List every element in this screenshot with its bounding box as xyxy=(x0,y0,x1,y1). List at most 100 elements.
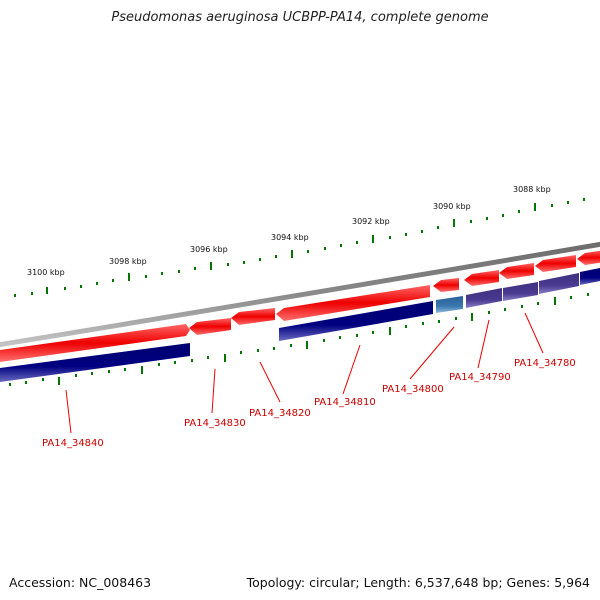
tick-mark xyxy=(161,272,163,275)
leader-line xyxy=(65,389,72,434)
gene-arrow-forward[interactable] xyxy=(464,270,499,286)
gene-bar-reverse[interactable] xyxy=(0,343,190,382)
tick-mark xyxy=(567,201,569,204)
leader-line xyxy=(409,326,455,380)
gene-label[interactable]: PA14_34810 xyxy=(314,397,376,408)
tick-mark xyxy=(290,344,292,347)
kbp-label: 3094 kbp xyxy=(271,233,309,242)
gene-arrow-forward[interactable] xyxy=(276,285,430,321)
tick-mark xyxy=(58,377,60,385)
tick-mark xyxy=(108,370,110,373)
tick-mark xyxy=(422,322,424,325)
tick-mark xyxy=(502,214,504,217)
tick-mark xyxy=(25,381,27,384)
tick-mark xyxy=(273,347,275,350)
tick-mark xyxy=(486,217,488,220)
genome-backbone xyxy=(0,241,600,348)
tick-mark xyxy=(389,327,391,335)
tick-mark xyxy=(323,339,325,342)
tick-mark xyxy=(240,351,242,354)
tick-mark xyxy=(75,374,77,377)
reverse-strand xyxy=(0,267,600,382)
gene-label[interactable]: PA14_34800 xyxy=(382,384,444,395)
tick-mark xyxy=(128,273,130,281)
tick-mark xyxy=(80,285,82,288)
tick-mark xyxy=(438,320,440,323)
tick-mark xyxy=(504,308,506,311)
tick-mark xyxy=(455,317,457,320)
gene-label[interactable]: PA14_34830 xyxy=(184,418,246,429)
tick-mark xyxy=(227,263,229,266)
tick-mark xyxy=(372,235,374,243)
tick-mark xyxy=(534,203,536,211)
tick-mark xyxy=(275,255,277,258)
tick-mark xyxy=(96,282,98,285)
tick-mark xyxy=(91,372,93,375)
tick-mark xyxy=(124,368,126,371)
gene-label[interactable]: PA14_34840 xyxy=(42,438,104,449)
kbp-label: 3092 kbp xyxy=(352,217,390,226)
tick-mark xyxy=(453,219,455,227)
gene-bar-reverse[interactable] xyxy=(466,288,502,308)
tick-mark xyxy=(191,359,193,362)
leader-line xyxy=(211,368,216,414)
leader-lines xyxy=(65,312,544,434)
tick-mark xyxy=(141,366,143,374)
gene-arrow-forward[interactable] xyxy=(231,308,275,325)
gene-arrow-forward[interactable] xyxy=(577,250,600,265)
tick-mark xyxy=(243,261,245,264)
tick-mark xyxy=(174,361,176,364)
tick-mark xyxy=(437,226,439,229)
tick-mark xyxy=(14,294,16,297)
tick-mark xyxy=(356,334,358,337)
tick-mark xyxy=(537,302,539,305)
gene-bar-reverse[interactable] xyxy=(580,267,600,285)
tick-mark xyxy=(583,198,585,201)
tick-mark xyxy=(372,331,374,334)
tick-mark xyxy=(259,258,261,261)
tick-mark xyxy=(356,241,358,244)
kbp-label: 3090 kbp xyxy=(433,202,471,211)
leader-line xyxy=(524,312,544,354)
scale-labels: 3100 kbp 3098 kbp 3096 kbp 3094 kbp 3092… xyxy=(27,185,551,277)
tick-mark xyxy=(112,279,114,282)
tick-mark xyxy=(488,311,490,314)
tick-mark xyxy=(551,204,553,207)
gene-arrow-forward[interactable] xyxy=(189,318,231,335)
tick-mark xyxy=(207,356,209,359)
gene-bar-reverse[interactable] xyxy=(436,296,463,313)
kbp-label: 3096 kbp xyxy=(190,245,228,254)
kbp-label: 3098 kbp xyxy=(109,257,147,266)
gene-arrow-forward[interactable] xyxy=(433,278,459,292)
tick-mark xyxy=(257,349,259,352)
tick-mark xyxy=(389,236,391,239)
accession-text: Accession: NC_008463 xyxy=(9,575,152,590)
tick-mark xyxy=(224,354,226,362)
tick-mark xyxy=(471,313,473,321)
tick-mark xyxy=(554,297,556,305)
gene-arrow-forward[interactable] xyxy=(0,324,190,362)
gene-arrow-forward[interactable] xyxy=(535,255,576,272)
gene-bar-reverse[interactable] xyxy=(503,282,538,301)
leader-line xyxy=(259,361,281,403)
tick-mark xyxy=(518,210,520,213)
gene-bar-reverse[interactable] xyxy=(279,301,433,341)
tick-mark xyxy=(324,247,326,250)
gene-label[interactable]: PA14_34780 xyxy=(514,358,576,369)
tick-mark xyxy=(521,305,523,308)
gene-arrow-forward[interactable] xyxy=(499,263,534,279)
tick-mark xyxy=(31,292,33,295)
gene-label[interactable]: PA14_34790 xyxy=(449,372,511,383)
tick-mark xyxy=(570,296,572,299)
gene-bar-reverse[interactable] xyxy=(539,273,579,294)
tick-mark xyxy=(42,378,44,381)
map-title: Pseudomonas aeruginosa UCBPP-PA14, compl… xyxy=(111,10,489,25)
forward-strand xyxy=(0,250,600,362)
genome-summary-text: Topology: circular; Length: 6,537,648 bp… xyxy=(246,575,590,590)
outer-ticks xyxy=(14,198,585,297)
gene-label[interactable]: PA14_34820 xyxy=(249,408,311,419)
tick-mark xyxy=(210,262,212,270)
tick-mark xyxy=(587,293,589,296)
gene-labels: PA14_34840 PA14_34830 PA14_34820 PA14_34… xyxy=(42,358,576,449)
